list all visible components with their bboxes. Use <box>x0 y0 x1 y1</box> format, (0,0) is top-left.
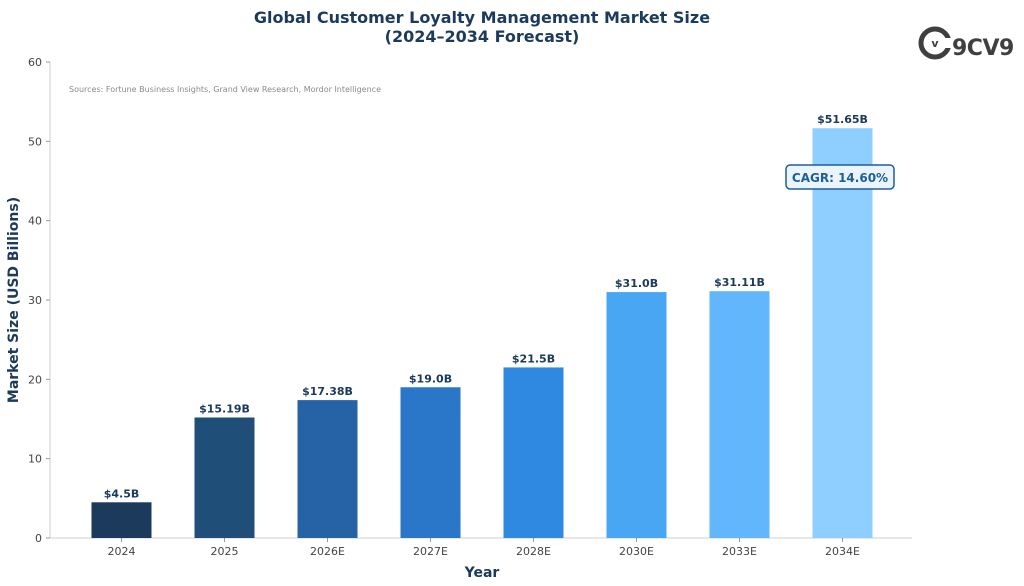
y-tick-label: 30 <box>28 294 42 307</box>
data-label: $4.5B <box>104 487 140 500</box>
y-axis-label: Market Size (USD Billions) <box>6 197 22 403</box>
data-label: $19.0B <box>409 372 452 385</box>
cagr-annotation-box <box>785 164 895 190</box>
brand-logo-text: 9CV9 <box>952 36 1014 61</box>
axes: 0 10 20 30 40 50 60 2024 2025 2026E 2027E 2028E 2030… <box>28 56 912 558</box>
x-tick-label: 2026E <box>310 545 345 558</box>
source-note: Sources: Fortune Business Insights, Gran… <box>69 85 381 94</box>
y-tick-label: 50 <box>28 135 42 148</box>
y-tick-label: 0 <box>35 532 42 545</box>
data-labels: $4.5B $15.19B $17.38B $19.0B $21.5B $31.0B $31… <box>104 113 868 500</box>
y-tick-label: 40 <box>28 215 42 228</box>
svg-text:v: v <box>931 37 939 50</box>
data-label: $31.0B <box>615 277 658 290</box>
data-label: $21.5B <box>512 352 555 365</box>
brand-logo: v <box>916 24 1016 64</box>
x-tick-label: 2034E <box>825 545 860 558</box>
chart-title: Global Customer Loyalty Management Marke… <box>0 8 964 46</box>
bar <box>91 502 152 538</box>
chart-title-line2: (2024–2034 Forecast) <box>384 27 580 46</box>
bar <box>400 387 461 538</box>
data-label: $17.38B <box>302 385 353 398</box>
cagr-annotation-text: CAGR: 14.60% <box>792 171 888 185</box>
bar <box>709 291 770 538</box>
x-tick-label: 2033E <box>722 545 757 558</box>
y-tick-label: 60 <box>28 56 42 69</box>
x-tick-label: 2028E <box>516 545 551 558</box>
bars <box>91 128 873 538</box>
x-tick-label: 2024 <box>108 545 136 558</box>
bar <box>194 417 255 538</box>
cagr-annotation: CAGR: 14.60% <box>785 164 895 190</box>
data-label: $15.19B <box>199 402 250 415</box>
x-tick-label: 2027E <box>413 545 448 558</box>
chart-title-line1: Global Customer Loyalty Management Marke… <box>253 8 711 27</box>
bar <box>503 367 564 538</box>
x-tick-label: 2025 <box>211 545 239 558</box>
y-tick-label: 20 <box>28 373 42 386</box>
bar <box>812 128 873 538</box>
bar <box>606 292 667 538</box>
x-axis-label: Year <box>464 565 500 581</box>
data-label: $51.65B <box>817 113 868 126</box>
v-circle-logo-icon: v <box>918 26 956 60</box>
bar <box>297 400 358 538</box>
x-tick-label: 2030E <box>619 545 654 558</box>
y-tick-label: 10 <box>28 453 42 466</box>
data-label: $31.11B <box>714 276 765 289</box>
